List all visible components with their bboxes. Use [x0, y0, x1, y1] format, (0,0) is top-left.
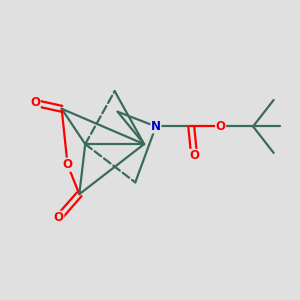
- Text: O: O: [30, 96, 40, 110]
- Text: O: O: [54, 211, 64, 224]
- Text: O: O: [63, 158, 73, 171]
- Text: O: O: [189, 149, 199, 162]
- Text: O: O: [216, 120, 226, 133]
- Text: N: N: [151, 120, 161, 133]
